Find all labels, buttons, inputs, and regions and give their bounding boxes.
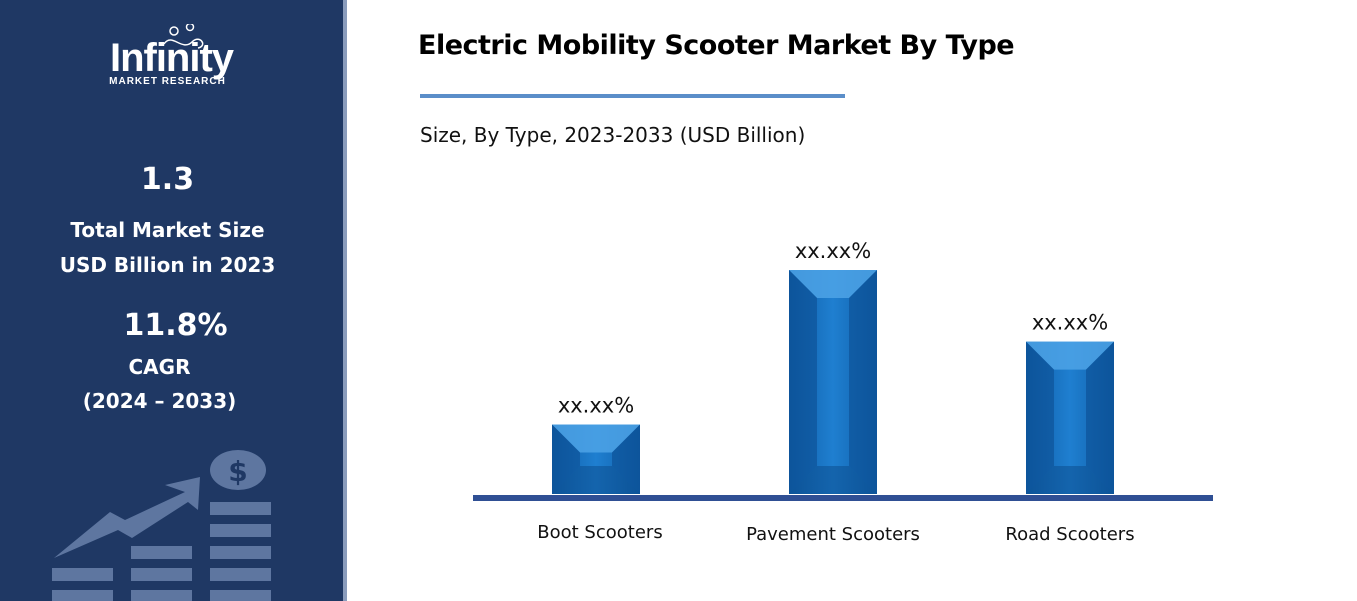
category-label: Pavement Scooters [746,524,920,545]
bar-road-scooters [1026,341,1114,494]
market-size-label: Total Market Size [70,218,265,242]
category-label: Boot Scooters [537,522,662,543]
data-label: xx.xx% [558,394,634,418]
chart-subtitle: Size, By Type, 2023-2033 (USD Billion) [420,123,806,147]
cagr-period: (2024 – 2033) [82,389,237,413]
cagr-value: 11.8% [123,308,228,343]
logo: Infinity [109,36,234,80]
market-size-unit: USD Billion in 2023 [59,253,276,277]
logo-subtitle: MARKET RESEARCH [109,76,226,87]
bar-pavement-scooters [789,270,877,494]
growth-chart-dollar-icon: $ [52,450,271,601]
x-axis-line [473,495,1213,501]
market-size-value: 1.3 [140,162,195,197]
category-label: Road Scooters [1005,524,1134,545]
svg-text:$: $ [228,455,247,488]
bar-boot-scooters [552,424,640,494]
chart-title: Electric Mobility Scooter Market By Type [418,30,1015,61]
cagr-label: CAGR [128,355,191,379]
title-underline [420,94,845,98]
data-label: xx.xx% [795,239,871,263]
sidebar: Infinity MARKET RESEARCH 1.3 Total Marke… [0,0,347,601]
logo-infinity-icon [163,24,204,49]
data-label: xx.xx% [1032,311,1108,335]
